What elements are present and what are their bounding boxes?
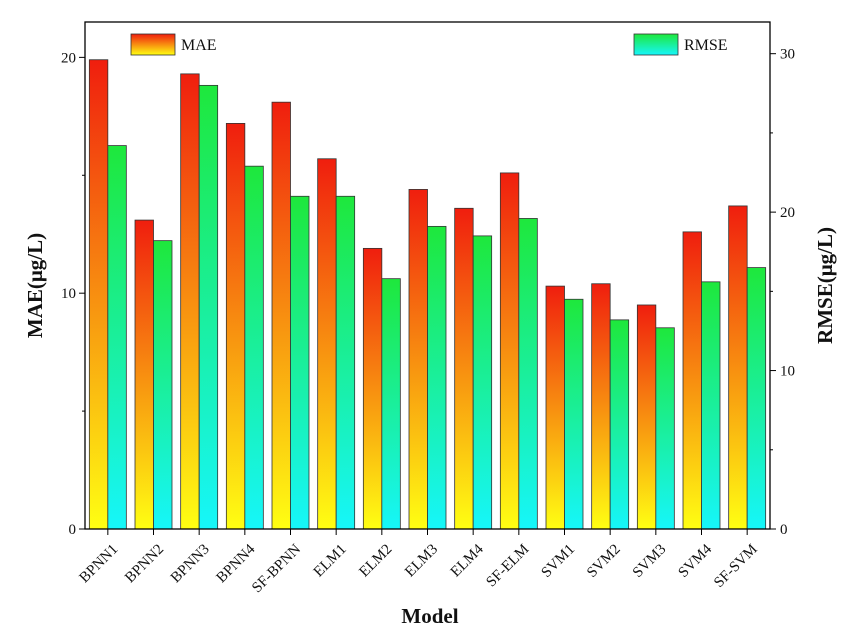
x-tick-label: SVM4 [676,541,716,581]
legend: MAE RMSE [130,33,728,56]
y-left-tick-label: 0 [69,522,77,538]
bar-rmse-BPNN1 [107,145,127,530]
bar-rmse-SF-SVM [746,267,767,530]
bar-rmse-SVM2 [609,319,630,530]
bar-rmse-ELM4 [472,235,493,530]
legend-label-mae: MAE [181,37,217,54]
y-right-tick-label: 20 [780,205,795,221]
x-axis-title: Model [401,604,458,628]
bar-rmse-ELM2 [381,278,401,530]
bar-mae-BPNN1 [88,59,109,530]
bar-rmse-SVM3 [655,327,675,530]
ticks-group [79,53,776,535]
bar-mae-ELM4 [454,207,474,530]
bar-mae-SVM1 [545,285,565,530]
y-right-tick-label: 0 [780,522,788,538]
bar-rmse-SVM4 [701,281,721,530]
x-tick-label: SF-BPNN [249,541,304,596]
x-tick-label: ELM3 [402,541,441,580]
x-tick-label: ELM2 [356,541,395,580]
bar-mae-SVM2 [591,283,611,530]
x-tick-label: BPNN1 [77,541,122,586]
bar-mae-SVM4 [682,231,702,530]
legend-label-rmse: RMSE [684,37,728,54]
bar-mae-SF-BPNN [271,101,291,530]
y-right-tick-label: 30 [780,47,795,63]
x-tick-label: SF-ELM [483,541,532,590]
bars-group [88,59,767,530]
bar-mae-SF-ELM [499,172,520,530]
bar-rmse-ELM3 [427,225,447,530]
legend-swatch-rmse [633,33,679,56]
y-right-tick-label: 10 [780,364,795,380]
bar-mae-BPNN2 [134,219,154,530]
x-tick-label: BPNN3 [168,541,213,586]
bar-mae-ELM2 [362,247,383,530]
bar-rmse-BPNN2 [153,240,173,530]
bar-rmse-SF-BPNN [290,195,310,530]
legend-swatch-mae [130,33,176,56]
y-left-axis-title: MAE(μg/L) [23,233,47,338]
x-tick-label: BPNN2 [122,541,167,586]
x-tick-label: SF-SVM [711,541,761,591]
bar-mae-BPNN4 [225,123,246,530]
bar-mae-SF-SVM [728,205,748,530]
bar-rmse-BPNN4 [244,165,264,530]
bar-mae-SVM3 [636,304,657,530]
bar-rmse-BPNN3 [198,84,219,530]
bar-rmse-ELM1 [335,195,356,530]
bar-mae-ELM3 [408,189,428,530]
x-tick-label: SVM1 [539,541,579,581]
x-tick-label: ELM1 [311,541,350,580]
y-left-tick-label: 20 [61,50,76,66]
bar-mae-ELM1 [317,158,337,530]
bar-mae-BPNN3 [180,73,200,530]
x-tick-label: SVM2 [584,541,624,581]
x-tick-label: BPNN4 [214,541,259,586]
x-tick-label: SVM3 [630,541,670,581]
y-left-tick-label: 10 [61,286,76,302]
bar-rmse-SF-ELM [518,218,538,530]
y-right-axis-title: RMSE(μg/L) [813,227,837,344]
bar-rmse-SVM1 [564,298,584,530]
x-tick-label: ELM4 [448,541,487,580]
